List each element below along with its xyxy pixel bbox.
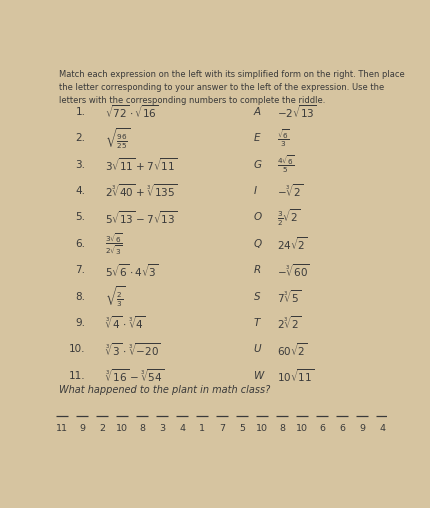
Text: 9: 9 xyxy=(79,424,85,433)
Text: What happened to the plant in math class?: What happened to the plant in math class… xyxy=(59,385,270,395)
Text: 7: 7 xyxy=(219,424,225,433)
Text: $-2\sqrt{13}$: $-2\sqrt{13}$ xyxy=(277,104,316,120)
Text: 10: 10 xyxy=(256,424,268,433)
Text: $\sqrt[3]{4}\cdot\sqrt[3]{4}$: $\sqrt[3]{4}\cdot\sqrt[3]{4}$ xyxy=(105,314,146,331)
Text: 7.: 7. xyxy=(75,265,86,275)
Text: 2: 2 xyxy=(99,424,105,433)
Text: $2\sqrt[3]{2}$: $2\sqrt[3]{2}$ xyxy=(277,314,301,331)
Text: $10\sqrt{11}$: $10\sqrt{11}$ xyxy=(277,367,314,384)
Text: Match each expression on the left with its simplified form on the right. Then pl: Match each expression on the left with i… xyxy=(59,70,405,79)
Text: 10: 10 xyxy=(116,424,128,433)
Text: the letter corresponding to your answer to the left of the expression. Use the: the letter corresponding to your answer … xyxy=(59,83,384,92)
Text: O: O xyxy=(254,212,262,223)
Text: $\sqrt[3]{3}\cdot\sqrt[3]{-20}$: $\sqrt[3]{3}\cdot\sqrt[3]{-20}$ xyxy=(105,341,161,358)
Text: 5.: 5. xyxy=(75,212,86,223)
Text: $\sqrt{\frac{2}{3}}$: $\sqrt{\frac{2}{3}}$ xyxy=(105,284,126,309)
Text: $\frac{4\sqrt{6}}{5}$: $\frac{4\sqrt{6}}{5}$ xyxy=(277,154,295,175)
Text: 9.: 9. xyxy=(75,318,86,328)
Text: 8: 8 xyxy=(279,424,285,433)
Text: T: T xyxy=(254,318,260,328)
Text: letters with the corresponding numbers to complete the riddle.: letters with the corresponding numbers t… xyxy=(59,96,325,105)
Text: 5: 5 xyxy=(239,424,245,433)
Text: 10: 10 xyxy=(296,424,308,433)
Text: $3\sqrt{11}+7\sqrt{11}$: $3\sqrt{11}+7\sqrt{11}$ xyxy=(105,156,178,173)
Text: $\frac{\sqrt{6}}{3}$: $\frac{\sqrt{6}}{3}$ xyxy=(277,128,290,149)
Text: 11: 11 xyxy=(56,424,68,433)
Text: 8.: 8. xyxy=(75,292,86,302)
Text: $\sqrt{72}\cdot\sqrt{16}$: $\sqrt{72}\cdot\sqrt{16}$ xyxy=(105,104,159,120)
Text: U: U xyxy=(254,344,261,355)
Text: $5\sqrt{6}\cdot4\sqrt{3}$: $5\sqrt{6}\cdot4\sqrt{3}$ xyxy=(105,262,159,278)
Text: $60\sqrt{2}$: $60\sqrt{2}$ xyxy=(277,341,308,358)
Text: W: W xyxy=(254,371,264,381)
Text: Q: Q xyxy=(254,239,262,249)
Text: $\frac{3}{2}\sqrt{2}$: $\frac{3}{2}\sqrt{2}$ xyxy=(277,207,301,228)
Text: R: R xyxy=(254,265,261,275)
Text: $7\sqrt[3]{5}$: $7\sqrt[3]{5}$ xyxy=(277,289,301,305)
Text: $-\sqrt[3]{2}$: $-\sqrt[3]{2}$ xyxy=(277,183,304,199)
Text: 6: 6 xyxy=(319,424,325,433)
Text: E: E xyxy=(254,133,260,143)
Text: G: G xyxy=(254,160,262,170)
Text: 4.: 4. xyxy=(75,186,86,196)
Text: 3: 3 xyxy=(159,424,165,433)
Text: A: A xyxy=(254,107,261,117)
Text: 1.: 1. xyxy=(75,107,86,117)
Text: I: I xyxy=(254,186,257,196)
Text: $\frac{3\sqrt{6}}{2\sqrt{3}}$: $\frac{3\sqrt{6}}{2\sqrt{3}}$ xyxy=(105,231,123,257)
Text: 8: 8 xyxy=(139,424,145,433)
Text: 6: 6 xyxy=(339,424,345,433)
Text: 1: 1 xyxy=(199,424,205,433)
Text: $24\sqrt{2}$: $24\sqrt{2}$ xyxy=(277,236,308,252)
Text: 10.: 10. xyxy=(69,344,86,355)
Text: 9: 9 xyxy=(359,424,365,433)
Text: 6.: 6. xyxy=(75,239,86,249)
Text: S: S xyxy=(254,292,260,302)
Text: 4: 4 xyxy=(379,424,385,433)
Text: 2.: 2. xyxy=(75,133,86,143)
Text: $-\sqrt[3]{60}$: $-\sqrt[3]{60}$ xyxy=(277,262,310,278)
Text: 4: 4 xyxy=(179,424,185,433)
Text: 3.: 3. xyxy=(75,160,86,170)
Text: 11.: 11. xyxy=(69,371,86,381)
Text: $5\sqrt{13}-7\sqrt{13}$: $5\sqrt{13}-7\sqrt{13}$ xyxy=(105,209,178,226)
Text: $2\sqrt[3]{40}+\sqrt[3]{135}$: $2\sqrt[3]{40}+\sqrt[3]{135}$ xyxy=(105,183,178,199)
Text: $\sqrt{\frac{96}{25}}$: $\sqrt{\frac{96}{25}}$ xyxy=(105,126,131,150)
Text: $\sqrt[3]{16}-\sqrt[3]{54}$: $\sqrt[3]{16}-\sqrt[3]{54}$ xyxy=(105,367,165,384)
